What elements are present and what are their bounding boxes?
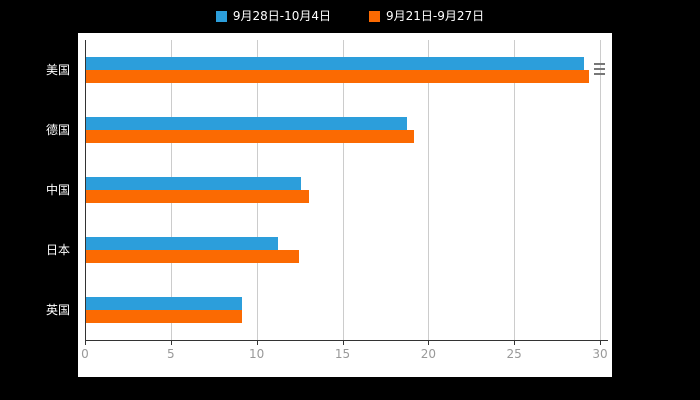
bar-中国-series-1 <box>86 177 301 190</box>
category-label-3: 中国 <box>45 183 70 197</box>
x-tick-label-0: 0 <box>81 347 89 361</box>
x-tick-mark-5 <box>170 340 172 345</box>
x-tick-mark-30 <box>600 340 601 345</box>
gridline-x-15 <box>342 40 344 340</box>
bar-英国-series-1 <box>86 297 242 310</box>
legend-marker-blue-icon <box>215 10 227 22</box>
x-tick-label-30: 30 <box>592 347 608 361</box>
bar-日本-series-1 <box>86 237 278 250</box>
gridline-x-30 <box>600 40 601 340</box>
legend-item-series-2[interactable]: 9月21日-9月27日 <box>369 9 484 23</box>
bar-德国-series-2 <box>86 130 414 143</box>
x-tick-mark-15 <box>342 340 344 345</box>
legend-item-series-1[interactable]: 9月28日-10月4日 <box>215 9 331 23</box>
menu-icon[interactable] <box>594 63 606 77</box>
category-label-5: 英国 <box>45 303 70 317</box>
x-tick-mark-25 <box>514 340 516 345</box>
bar-中国-series-2 <box>86 190 309 203</box>
bar-美国-series-2 <box>86 70 589 83</box>
y-axis-line <box>85 40 86 340</box>
x-axis-line <box>85 340 608 341</box>
category-label-4: 日本 <box>45 243 70 257</box>
x-tick-mark-0 <box>85 340 86 345</box>
legend: 9月28日-10月4日 9月21日-9月27日 <box>0 6 700 26</box>
gridline-x-25 <box>514 40 516 340</box>
x-tick-label-15: 15 <box>334 347 351 361</box>
legend-label: 9月28日-10月4日 <box>232 9 331 23</box>
bar-德国-series-1 <box>86 117 407 130</box>
x-tick-label-20: 20 <box>420 347 436 361</box>
gridline-x-20 <box>428 40 430 340</box>
category-label-1: 美国 <box>45 63 70 77</box>
bar-日本-series-2 <box>86 250 299 263</box>
bar-美国-series-1 <box>86 57 584 70</box>
legend-label: 9月21日-9月27日 <box>386 9 485 23</box>
legend-marker-orange-icon <box>369 10 380 22</box>
x-tick-label-10: 10 <box>249 347 265 361</box>
x-tick-mark-20 <box>428 340 430 345</box>
bar-英国-series-2 <box>86 310 242 323</box>
plot-background <box>78 33 612 377</box>
x-tick-label-5: 5 <box>167 347 175 361</box>
x-tick-mark-10 <box>256 340 258 345</box>
category-label-2: 德国 <box>45 123 70 137</box>
x-tick-label-25: 25 <box>506 347 522 361</box>
